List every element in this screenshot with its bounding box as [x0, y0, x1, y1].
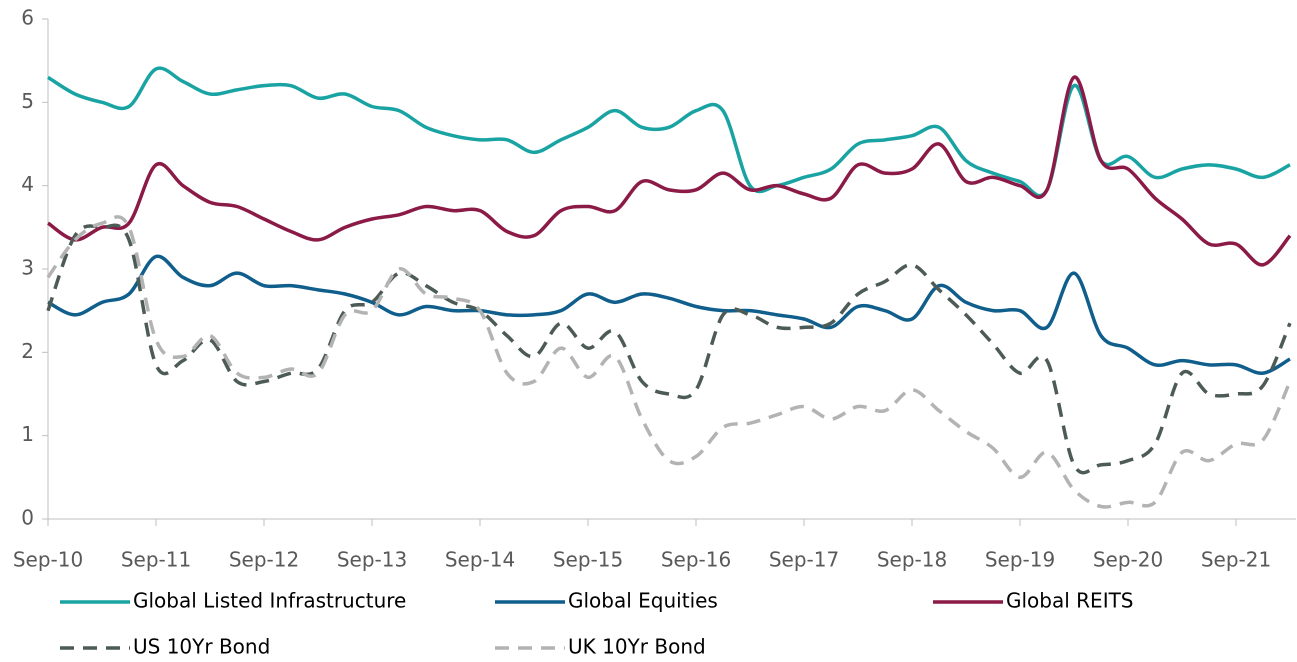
y-tick-label: 3 — [21, 256, 34, 280]
legend-label: US 10Yr Bond — [133, 635, 270, 659]
x-tick-label: Sep-20 — [1093, 548, 1163, 572]
y-tick-label: 2 — [21, 339, 34, 363]
y-tick-label: 5 — [21, 89, 34, 113]
x-tick-label: Sep-15 — [553, 548, 623, 572]
x-tick-label: Sep-11 — [121, 548, 191, 572]
legend-label: Global REITS — [1006, 589, 1134, 613]
series-line — [46, 75, 1292, 267]
x-tick-label: Sep-21 — [1201, 548, 1271, 572]
y-tick-label: 1 — [21, 422, 34, 446]
series-line — [47, 66, 1291, 198]
x-tick-label: Sep-10 — [13, 548, 83, 572]
y-tick-label: 6 — [21, 6, 34, 30]
y-tick-label: 0 — [21, 506, 34, 530]
legend-label: UK 10Yr Bond — [568, 635, 706, 659]
x-tick-label: Sep-18 — [877, 548, 947, 572]
x-tick-label: Sep-19 — [985, 548, 1055, 572]
x-tick-label: Sep-12 — [229, 548, 299, 572]
series-line — [46, 215, 1292, 509]
x-tick-label: Sep-16 — [661, 548, 731, 572]
x-tick-label: Sep-17 — [769, 548, 839, 572]
series-line — [47, 254, 1291, 375]
x-tick-label: Sep-13 — [337, 548, 407, 572]
x-tick-label: Sep-14 — [445, 548, 515, 572]
y-tick-label: 4 — [21, 172, 34, 196]
legend-label: Global Listed Infrastructure — [133, 589, 406, 613]
legend-label: Global Equities — [568, 589, 718, 613]
series-line — [46, 223, 1292, 475]
